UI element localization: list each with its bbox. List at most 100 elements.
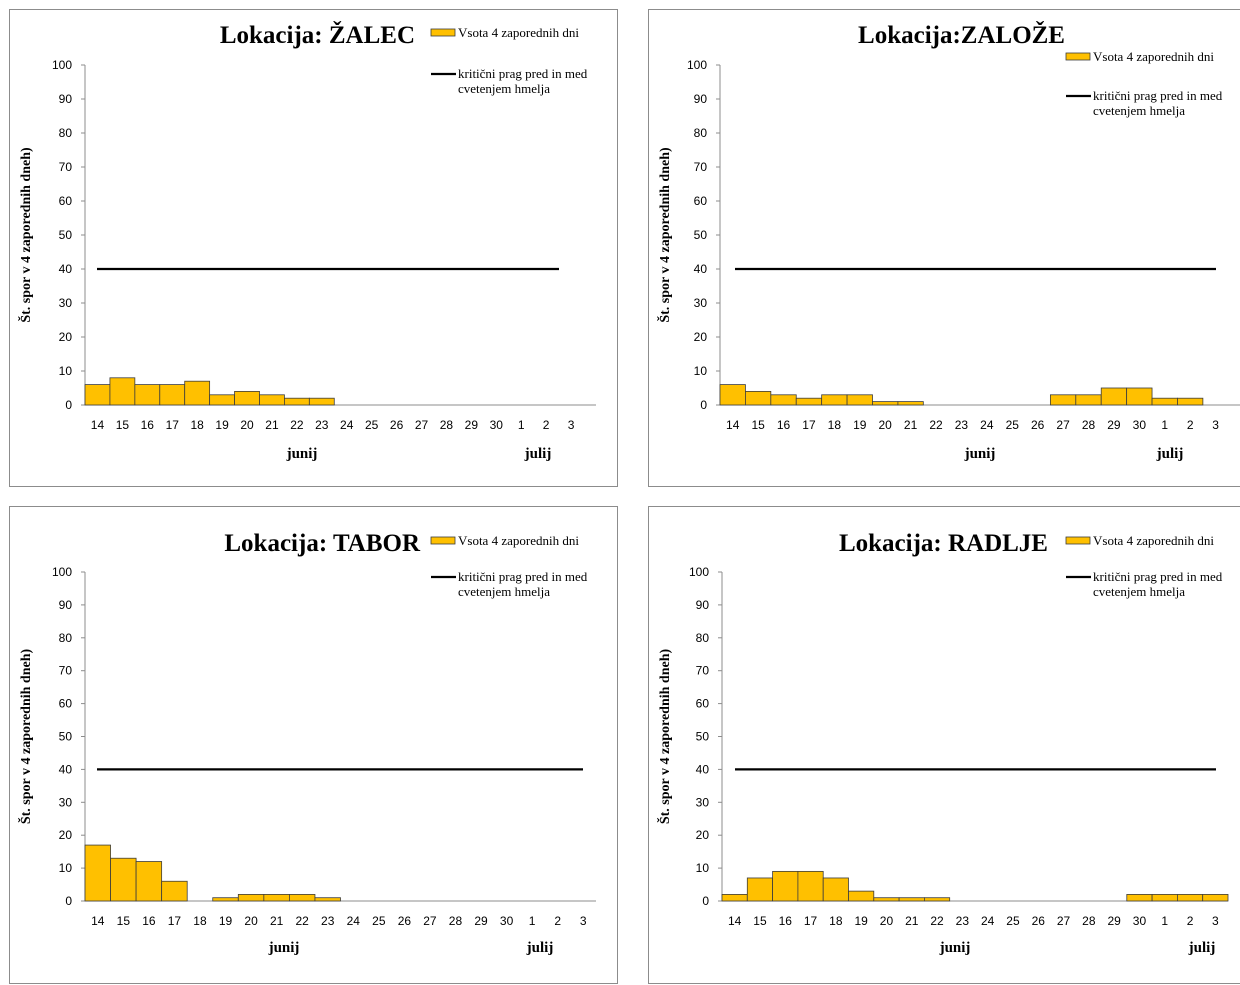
chart-svg-zaloze: Lokacija:ZALOŽE 0 10 20 30 40 50 60 70 80 90 100 Št.… [656,21,1240,462]
bar [872,401,899,406]
bar [770,394,797,406]
bar [161,880,188,902]
bar [308,397,335,406]
y-tick-label: 30 [59,795,73,809]
x-tick-label: 27 [1056,418,1070,432]
x-tick-label: 28 [1082,914,1096,928]
bar [822,877,849,902]
y-tick-label: 80 [59,631,73,645]
bar [159,384,186,406]
x-tick-label: 20 [879,418,893,432]
bar [1126,387,1153,406]
x-tick-label: 24 [347,914,361,928]
x-tick-label: 16 [142,914,156,928]
x-tick-label: 30 [500,914,514,928]
x-tick-label: 15 [753,914,767,928]
y-tick-label: 0 [65,398,72,412]
y-axis-label: Št. spor v 4 zaporednih dneh) [17,649,34,825]
x-tick-label: 23 [315,418,329,432]
legend-bar-swatch [1065,52,1091,61]
y-axis-label: Št. spor v 4 zaporednih dneh) [656,147,673,323]
bar [772,870,799,902]
y-tick-label: 0 [700,398,707,412]
legend-line-label-2: cvetenjem hmelja [458,584,550,599]
bar [135,861,163,902]
x-tick-label: 3 [1212,914,1219,928]
x-tick-label: 17 [166,418,180,432]
bar [846,394,873,406]
x-tick-label: 24 [980,418,994,432]
x-tick-label: 27 [1057,914,1071,928]
y-tick-label: 40 [59,762,73,776]
bar [745,390,772,406]
y-tick-label: 50 [59,730,73,744]
legend-line-label-2: cvetenjem hmelja [1093,584,1185,599]
bar [1177,397,1204,406]
x-tick-label: 15 [117,914,131,928]
y-tick-label: 70 [696,664,710,678]
x-tick-label: 19 [854,914,868,928]
y-tick-label: 100 [687,58,707,72]
bar [1100,387,1128,406]
bar [259,394,285,406]
y-tick-label: 10 [59,364,73,378]
month-label-julij: julij [1156,446,1184,462]
x-tick-label: 30 [490,418,504,432]
x-tick-label: 3 [568,418,575,432]
bar [234,390,260,406]
legend-line-label-1: kritični prag pred in med [458,569,588,584]
month-label-junij: junij [939,940,971,956]
x-tick-label: 18 [193,914,207,928]
y-tick-label: 90 [59,92,73,106]
x-tick-label: 25 [365,418,379,432]
x-tick-label: 27 [415,418,429,432]
month-label-julij: julij [1188,940,1216,956]
y-tick-label: 70 [694,160,708,174]
legend-line-label-2: cvetenjem hmelja [1093,103,1185,118]
chart-svg-radlje: Lokacija: RADLJE 0 10 20 30 40 50 60 70 80 90 100 Št… [656,530,1229,956]
legend-line-label-1: kritični prag pred in med [1093,88,1223,103]
x-tick-label: 20 [880,914,894,928]
y-tick-label: 100 [52,58,72,72]
x-tick-label: 1 [529,914,536,928]
y-tick-label: 30 [696,795,710,809]
x-tick-label: 29 [465,418,479,432]
bar [848,890,875,902]
bar [795,397,823,406]
y-tick-label: 90 [59,598,73,612]
bar [898,897,925,902]
y-tick-label: 70 [59,664,73,678]
x-tick-label: 29 [1107,418,1121,432]
x-tick-label: 17 [802,418,816,432]
chart-title: Lokacija: TABOR [224,530,421,557]
x-tick-label: 19 [215,418,229,432]
chart-panel-zalec: Lokacija: ŽALEC 0 10 20 30 40 50 60 70 80 90 100 Št.… [9,9,618,487]
x-tick-label: 24 [340,418,354,432]
bar [1075,394,1102,406]
y-tick-label: 90 [696,598,710,612]
x-tick-label: 22 [290,418,304,432]
x-tick-label: 16 [777,418,791,432]
y-tick-label: 20 [696,828,710,842]
y-tick-label: 10 [59,861,73,875]
legend-bar-swatch [430,536,456,545]
bar [84,844,111,902]
x-tick-label: 30 [1133,418,1147,432]
x-tick-label: 16 [141,418,155,432]
chart-svg-zalec: Lokacija: ŽALEC 0 10 20 30 40 50 60 70 80 90 100 Št.… [17,21,596,462]
y-tick-label: 10 [694,364,708,378]
x-tick-label: 23 [956,914,970,928]
bar [288,894,316,902]
legend-bar-label: Vsota 4 zaporednih dni [458,533,579,548]
chart-title: Lokacija: ŽALEC [220,21,415,49]
x-tick-label: 18 [190,418,204,432]
chart-title: Lokacija:ZALOŽE [858,21,1065,49]
x-tick-label: 22 [930,914,944,928]
month-label-junij: junij [964,446,996,462]
bar [110,857,137,902]
bar [134,384,161,406]
month-label-junij: junij [286,446,318,462]
y-tick-label: 20 [59,330,73,344]
y-tick-label: 40 [59,262,73,276]
x-tick-label: 24 [981,914,995,928]
